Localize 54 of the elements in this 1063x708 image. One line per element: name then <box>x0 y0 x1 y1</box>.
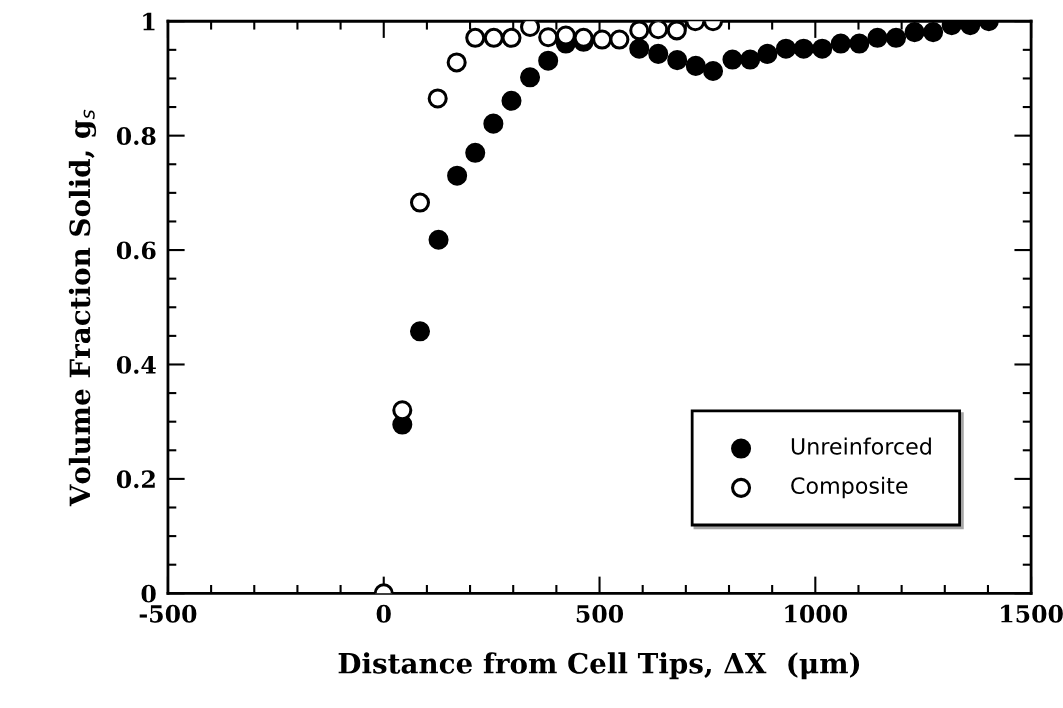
x-tick-label: 500 <box>576 604 624 623</box>
point <box>446 52 467 73</box>
point <box>483 113 504 134</box>
point <box>592 29 613 50</box>
point <box>793 38 814 59</box>
point <box>465 142 486 163</box>
point <box>501 90 522 111</box>
point <box>501 27 522 48</box>
y-tick-label: 0.4 <box>116 355 156 374</box>
point <box>609 29 630 50</box>
point <box>830 33 851 54</box>
point <box>483 27 504 48</box>
point <box>685 55 706 76</box>
y-axis-title: Volume Fraction Solid, g$_{s}$ <box>68 109 97 507</box>
point <box>555 25 576 46</box>
y-tick-label: 0.8 <box>116 127 156 145</box>
x-tick-label: 1500 <box>1001 604 1063 623</box>
point <box>849 33 870 54</box>
point <box>538 27 559 48</box>
point <box>447 165 468 186</box>
point <box>428 229 449 250</box>
x-axis-title: Distance from Cell Tips, ΔX (μm) <box>338 652 860 680</box>
legend-label: Unreinforced <box>791 437 931 455</box>
point <box>923 22 944 43</box>
point <box>740 49 761 70</box>
point <box>465 27 486 48</box>
x-tick-label: -500 <box>139 604 197 623</box>
point <box>722 49 743 70</box>
point <box>666 21 687 41</box>
point <box>757 43 778 64</box>
y-tick-label: 0.2 <box>116 470 155 489</box>
y-tick-label: 0 <box>141 584 156 603</box>
point <box>520 67 541 88</box>
point <box>703 60 724 82</box>
point <box>392 400 413 421</box>
point <box>409 192 431 213</box>
x-tick-label: 1000 <box>785 604 848 623</box>
point <box>667 50 688 71</box>
point <box>904 22 925 43</box>
y-tick-label: 1 <box>143 12 155 31</box>
x-tick-label: 0 <box>376 604 391 623</box>
point <box>409 321 431 342</box>
legend-label: Composite <box>791 476 908 499</box>
point <box>775 38 797 59</box>
point <box>629 21 650 41</box>
point <box>648 43 669 64</box>
point <box>648 21 669 40</box>
point <box>427 88 448 109</box>
point <box>812 38 833 59</box>
y-tick-label: 0.6 <box>116 241 156 260</box>
point <box>629 38 650 59</box>
point <box>538 50 559 71</box>
point <box>867 27 888 48</box>
point <box>885 27 907 48</box>
